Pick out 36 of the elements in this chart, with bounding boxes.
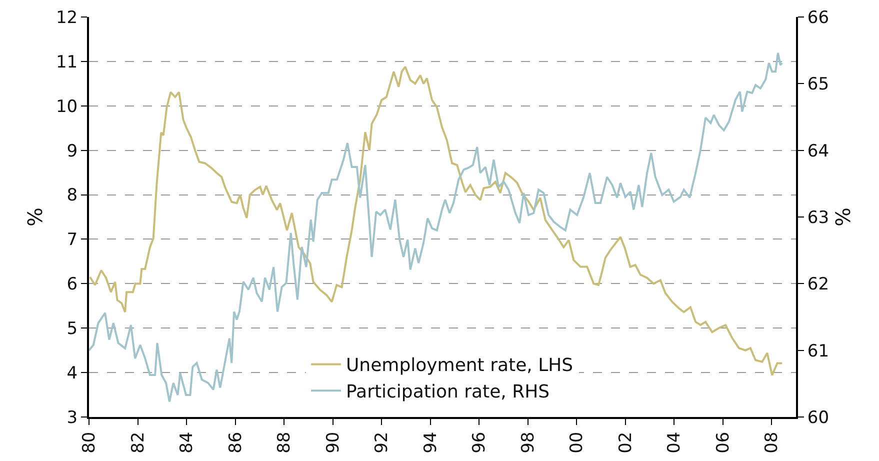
y2-tick-label: 60: [807, 408, 830, 428]
y-tick-label: 10: [56, 96, 78, 117]
x-tick-label: 92: [372, 432, 392, 454]
x-tick-label: 02: [616, 432, 636, 454]
y-tick-label: 8: [66, 186, 78, 206]
x-tick-label: 94: [420, 432, 441, 454]
x-tick-label: 96: [470, 432, 490, 454]
y-tick-label: 7: [66, 230, 78, 250]
y-tick-label: 11: [56, 52, 78, 72]
y-tick-label: 9: [66, 141, 78, 162]
x-tick-label: 82: [128, 432, 148, 454]
x-tick-label: 04: [664, 432, 685, 454]
y2-tick-label: 65: [807, 74, 830, 95]
y2-axis-title: %: [831, 207, 856, 227]
y2-tick-label: 63: [807, 208, 830, 228]
y-tick-label: 12: [56, 8, 78, 28]
legend-label: Unemployment rate, LHS: [346, 355, 574, 376]
x-tick-label: 86: [226, 432, 246, 454]
x-tick-label: 00: [567, 432, 588, 454]
y2-tick-label: 62: [807, 274, 830, 295]
x-tick-label: 08: [762, 432, 782, 454]
y-tick-label: 4: [66, 364, 78, 384]
y-tick-label: 3: [66, 408, 78, 428]
x-tick-label: 84: [177, 432, 198, 454]
y-axis-title: %: [22, 207, 47, 227]
legend-label: Participation rate, RHS: [346, 382, 550, 403]
y2-tick-label: 66: [807, 8, 830, 28]
y-tick-label: 6: [66, 274, 78, 295]
y2-tick-label: 64: [807, 141, 830, 162]
x-tick-label: 06: [713, 432, 734, 454]
x-tick-label: 80: [80, 432, 100, 454]
x-tick-label: 90: [323, 432, 344, 454]
x-tick-label: 98: [518, 432, 538, 454]
y-tick-label: 5: [66, 319, 78, 340]
x-tick-label: 88: [274, 432, 295, 454]
y2-tick-label: 61: [807, 341, 830, 362]
